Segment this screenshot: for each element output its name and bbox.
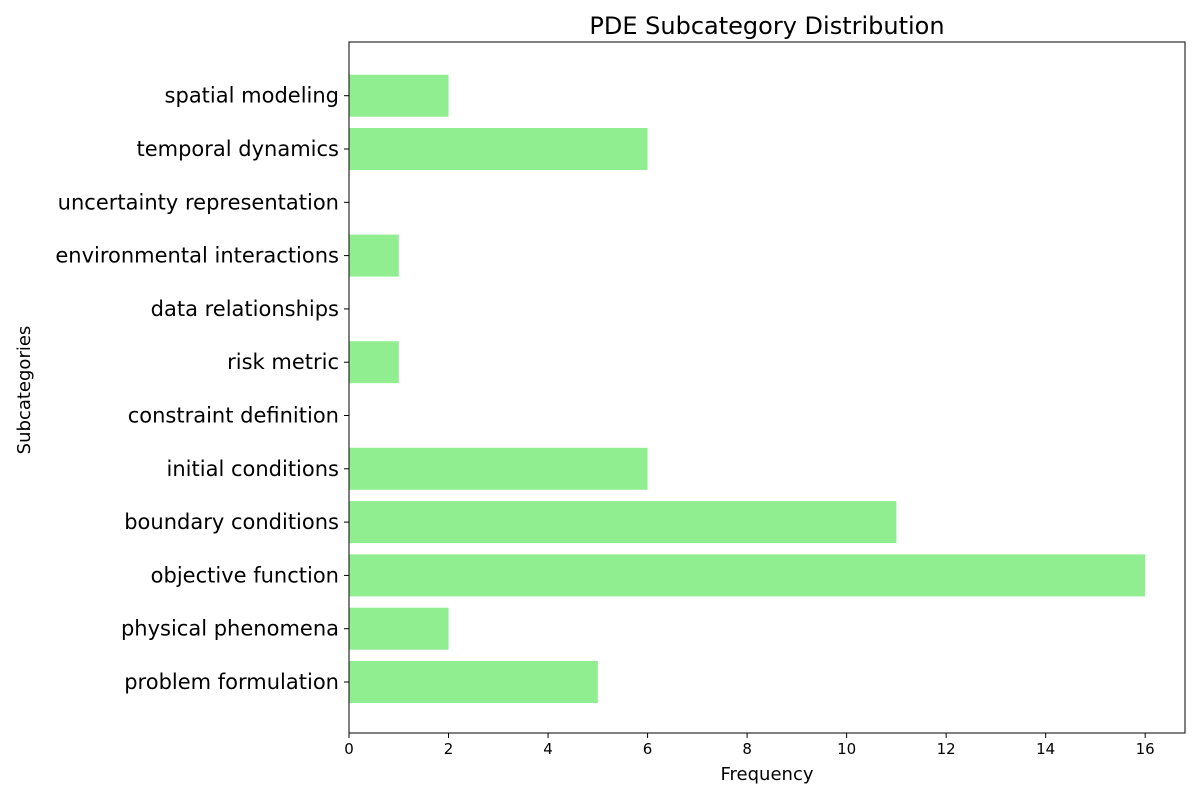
y-tick-label-temporal-dynamics: temporal dynamics: [136, 137, 339, 161]
x-tick-label-4: 4: [543, 740, 553, 758]
y-tick-label-initial-conditions: initial conditions: [167, 457, 339, 481]
bar-environmental-interactions: [349, 234, 399, 277]
bar-temporal-dynamics: [349, 128, 648, 170]
y-tick-label-constraint-definition: constraint definition: [128, 404, 339, 428]
x-tick-label-2: 2: [444, 740, 454, 758]
bars-group: [349, 74, 1146, 703]
y-tick-label-boundary-conditions: boundary conditions: [124, 510, 339, 534]
y-tick-label-spatial-modeling: spatial modeling: [165, 84, 339, 108]
y-tick-label-uncertainty-representation: uncertainty representation: [58, 190, 339, 214]
x-tick-label-8: 8: [742, 740, 752, 758]
x-tick-label-14: 14: [1036, 740, 1055, 758]
chart-title: PDE Subcategory Distribution: [589, 12, 944, 40]
y-tick-label-environmental-interactions: environmental interactions: [55, 244, 339, 268]
x-tick-label-6: 6: [643, 740, 653, 758]
bar-problem-formulation: [349, 661, 598, 703]
x-tick-label-12: 12: [937, 740, 956, 758]
y-axis-ticks: problem formulation physical phenomena obj…: [55, 84, 349, 694]
bar-physical-phenomena: [349, 607, 449, 650]
y-tick-label-problem-formulation: problem formulation: [124, 670, 339, 694]
y-tick-label-physical-phenomena: physical phenomena: [121, 617, 339, 641]
bar-initial-conditions: [349, 447, 648, 490]
y-axis-label: Subcategories: [14, 326, 35, 455]
bar-spatial-modeling: [349, 74, 449, 117]
x-tick-label-10: 10: [837, 740, 856, 758]
bar-boundary-conditions: [349, 501, 897, 544]
y-tick-label-objective-function: objective function: [151, 563, 339, 587]
y-tick-label-risk-metric: risk metric: [227, 350, 339, 374]
x-tick-label-16: 16: [1136, 740, 1155, 758]
bar-risk-metric: [349, 341, 399, 384]
bar-objective-function: [349, 554, 1146, 597]
plot-frame: [348, 41, 1186, 734]
x-tick-label-0: 0: [344, 740, 354, 758]
y-tick-label-data-relationships: data relationships: [151, 297, 339, 321]
x-axis-ticks: 0 2 4 6 8 10 12 14 16: [344, 733, 1155, 758]
x-axis-label: Frequency: [721, 764, 814, 785]
